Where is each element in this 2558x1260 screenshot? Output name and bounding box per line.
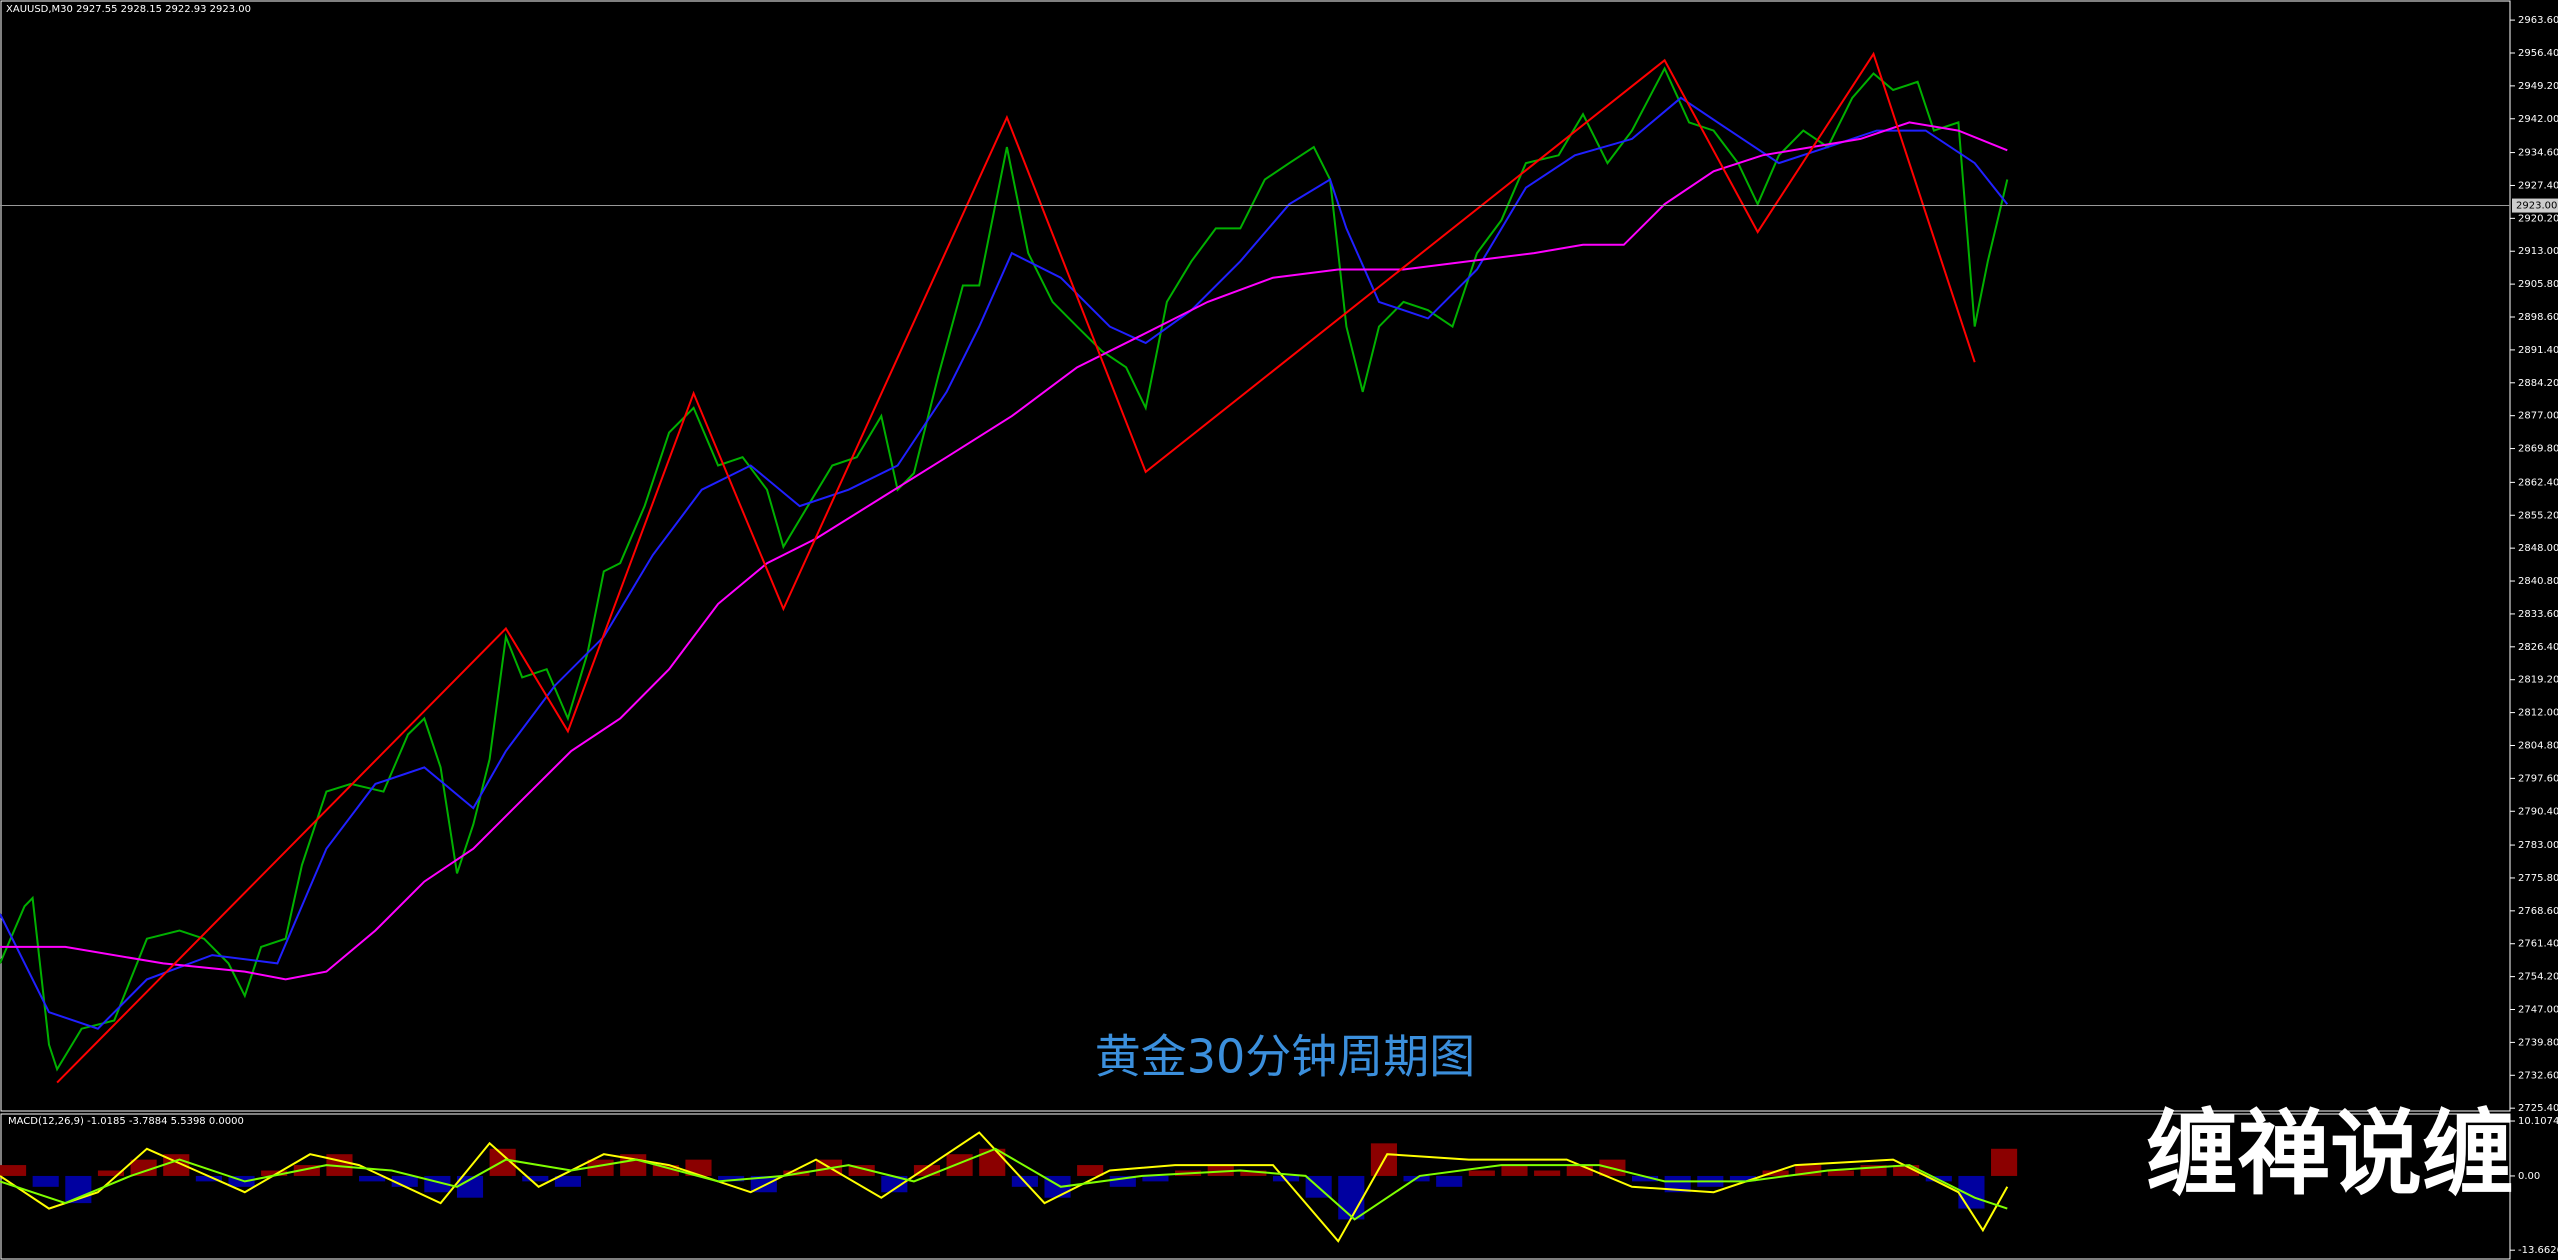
histogram-bar — [228, 1175, 255, 1187]
y-tick-label: 2848.00 — [2518, 543, 2558, 554]
y-tick-label: 10.1074 — [2518, 1116, 2558, 1127]
histogram-bar — [1240, 1170, 1267, 1176]
y-tick-label: 2783.00 — [2518, 840, 2558, 851]
current-price-box — [2512, 198, 2558, 213]
histogram-bar — [522, 1175, 549, 1182]
y-tick-label: 2739.80 — [2518, 1037, 2558, 1048]
y-tick-label: 2797.60 — [2518, 773, 2558, 784]
histogram-bar — [1893, 1165, 1920, 1176]
y-tick-label: 2949.20 — [2518, 81, 2558, 92]
histogram-bar — [1729, 1175, 1757, 1182]
y-tick-label: 2855.20 — [2518, 510, 2558, 521]
y-tick-label: 2869.80 — [2518, 444, 2558, 455]
y-tick-label: 2891.40 — [2518, 345, 2558, 356]
histogram-bar — [1436, 1175, 1463, 1187]
y-tick-label: 2747.00 — [2518, 1005, 2558, 1016]
y-tick-label: -13.6626 — [2518, 1245, 2558, 1256]
y-tick-label: 2840.80 — [2518, 576, 2558, 587]
macd-panel-frame — [0, 1113, 2511, 1260]
histogram-bar — [1109, 1175, 1136, 1187]
histogram-bar — [881, 1175, 908, 1193]
histogram-bar — [195, 1175, 222, 1182]
main-chart: 2725.40 2732.60 2739.80 2747.00 2754.20 2761.… — [0, 15, 2558, 1114]
y-tick-label: 2884.20 — [2518, 378, 2558, 389]
y-tick-label: 2942.00 — [2518, 114, 2558, 125]
histogram-bar — [1631, 1175, 1659, 1182]
y-tick-label: 2956.40 — [2518, 48, 2558, 59]
histogram-bar — [97, 1170, 125, 1176]
histogram-bar — [0, 1165, 27, 1176]
histogram-bar — [1664, 1175, 1691, 1193]
y-tick-label: 2877.00 — [2518, 411, 2558, 422]
y-tick-label: 2761.40 — [2518, 939, 2558, 950]
histogram-bar — [1468, 1170, 1495, 1176]
series-line — [0, 121, 2008, 981]
macd-chart: -13.6626 0.00 10.1074 — [0, 1116, 2558, 1256]
histogram-bar — [1338, 1175, 1365, 1220]
brand-text: 缠禅说缠 — [2146, 1100, 2514, 1207]
y-tick-label: 2732.60 — [2518, 1070, 2558, 1081]
y-tick-label: 2826.40 — [2518, 642, 2558, 653]
series-line — [0, 1131, 2009, 1243]
histogram-bar — [1827, 1170, 1854, 1176]
series-line — [0, 96, 2009, 1030]
histogram-bar — [391, 1175, 418, 1187]
y-tick-label: 2905.80 — [2518, 279, 2558, 290]
current-price-label: 2923.00 — [2516, 201, 2557, 212]
histogram-bar — [1762, 1170, 1789, 1176]
histogram-bar — [1272, 1175, 1300, 1182]
histogram-bar — [1534, 1170, 1561, 1176]
y-tick-label: 2812.00 — [2518, 708, 2558, 719]
y-tick-label: 2725.40 — [2518, 1103, 2558, 1114]
histogram-bar — [1566, 1165, 1593, 1176]
y-tick-label: 2862.40 — [2518, 477, 2558, 488]
y-tick-label: 2934.60 — [2518, 148, 2558, 159]
histogram-bar — [32, 1175, 59, 1187]
histogram-bar — [261, 1170, 288, 1176]
watermark: 黄金30分钟周期图 — [1095, 1030, 1476, 1084]
y-tick-label: 2920.20 — [2518, 213, 2558, 224]
histogram-bar — [848, 1165, 875, 1176]
histogram-bar — [554, 1175, 581, 1187]
histogram-bar — [1077, 1165, 1104, 1176]
series-line — [0, 66, 2009, 1072]
series-line — [56, 51, 1976, 1084]
histogram-bar — [946, 1154, 973, 1176]
histogram-bar — [1991, 1148, 2018, 1176]
y-tick-label: 2775.80 — [2518, 873, 2558, 884]
histogram-bar — [1860, 1165, 1887, 1176]
y-tick-label: 2913.00 — [2518, 246, 2558, 257]
y-tick-label: 2804.80 — [2518, 740, 2558, 751]
histogram-bar — [130, 1159, 157, 1176]
histogram-bar — [293, 1165, 320, 1176]
y-tick-label: 2927.40 — [2518, 180, 2558, 191]
histogram-bar — [1142, 1175, 1169, 1182]
histogram-bar — [718, 1175, 745, 1182]
y-tick-label: 2768.60 — [2518, 906, 2558, 917]
symbol-header: XAUUSD,M30 2927.55 2928.15 2922.93 2923.… — [6, 4, 251, 15]
histogram-bar — [1207, 1165, 1234, 1176]
series-line — [0, 1147, 2008, 1221]
histogram-bar — [652, 1165, 679, 1176]
y-tick-label: 2819.20 — [2518, 675, 2558, 686]
histogram-bar — [359, 1175, 386, 1182]
histogram-bar — [913, 1165, 941, 1176]
main-panel-frame — [0, 0, 2511, 1112]
histogram-bar — [456, 1175, 484, 1198]
histogram-bar — [1501, 1165, 1528, 1176]
y-tick-label: 2833.60 — [2518, 609, 2558, 620]
y-tick-label: 0.00 — [2518, 1171, 2540, 1182]
histogram-bar — [1795, 1165, 1822, 1176]
y-tick-label: 2898.60 — [2518, 312, 2558, 323]
y-tick-label: 2790.40 — [2518, 806, 2558, 817]
macd-header: MACD(12,26,9) -1.0185 -3.7884 5.5398 0.0… — [8, 1116, 244, 1127]
y-tick-label: 2963.60 — [2518, 15, 2558, 26]
y-tick-label: 2754.20 — [2518, 972, 2558, 983]
